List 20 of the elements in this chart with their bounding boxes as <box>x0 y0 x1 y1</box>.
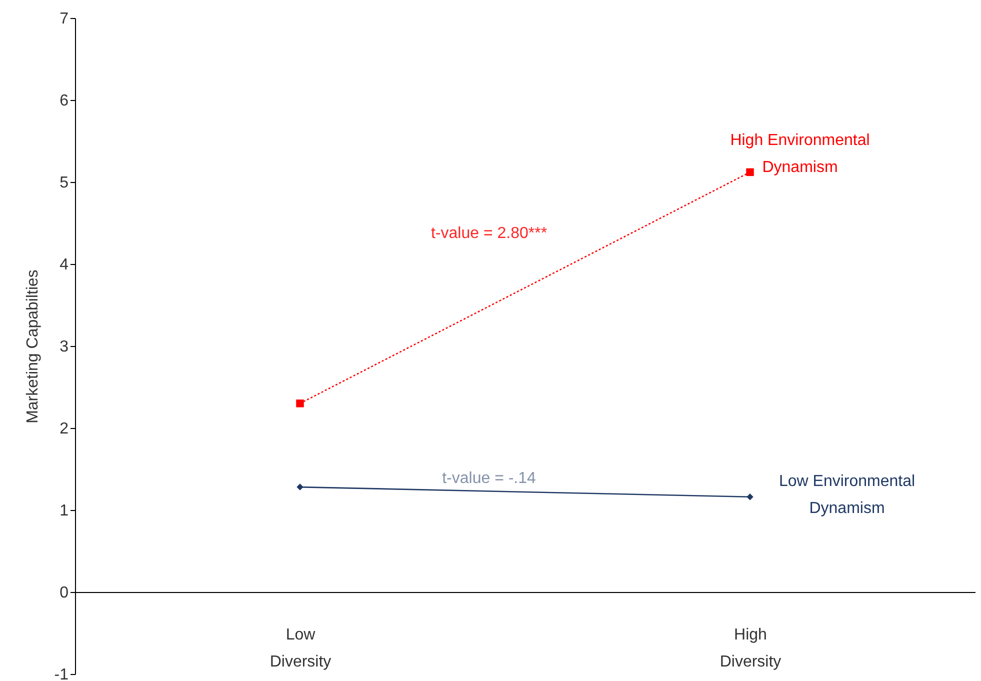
series-label: High Environmental Dynamism <box>730 132 870 176</box>
y-tick-label: 1 <box>60 502 69 520</box>
y-tick-label: 4 <box>60 256 69 274</box>
x-tick-label: Low Diversity <box>270 626 332 670</box>
x-tick-label: High Diversity <box>720 626 782 670</box>
point <box>746 168 754 176</box>
point <box>746 494 754 500</box>
series-label: Low Environmental Dynamism <box>778 472 916 517</box>
y-tick-label: 2 <box>60 420 69 438</box>
y-axis-title: Marketing Capabilties <box>24 270 42 424</box>
y-tick-label: -1 <box>54 666 69 681</box>
y-tick-label: 3 <box>60 338 69 356</box>
y-tick-label: 5 <box>60 174 69 192</box>
annotation: t-value = 2.80*** <box>430 224 548 242</box>
annotation: t-value = -.14 <box>442 470 536 487</box>
point <box>296 400 304 408</box>
y-tick-label: 0 <box>60 584 69 602</box>
y-tick-label: 6 <box>60 92 69 110</box>
y-tick-label: 7 <box>60 10 69 28</box>
point <box>296 484 304 490</box>
